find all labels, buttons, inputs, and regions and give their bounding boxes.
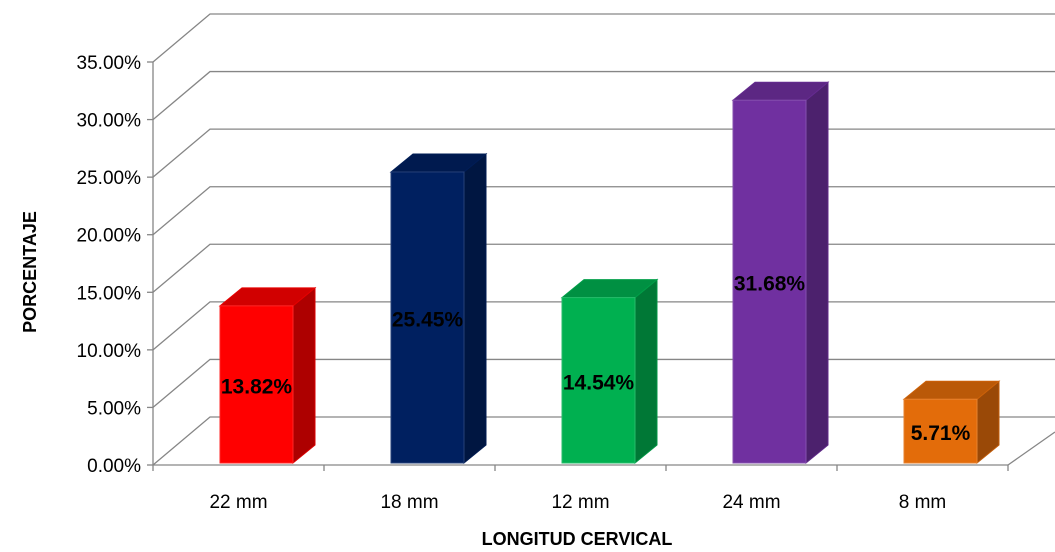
bar-18-mm: [389, 152, 488, 465]
bar-side: [634, 278, 658, 465]
bar-front: [219, 305, 294, 464]
x-tick-label: 18 mm: [380, 492, 438, 513]
bar-24-mm: [731, 81, 830, 465]
bar-8-mm: [902, 380, 1001, 465]
gridline: [152, 128, 1055, 178]
gridline: [152, 186, 1055, 236]
y-tick-label: 35.00%: [77, 53, 142, 74]
gridline: [152, 70, 1055, 121]
x-tick-label: 8 mm: [899, 492, 947, 513]
axes: [147, 61, 1055, 471]
x-tick-label: 12 mm: [551, 492, 609, 513]
x-axis-title: LONGITUD CERVICAL: [482, 529, 673, 549]
bars: [218, 81, 1001, 465]
bar-front: [390, 171, 465, 464]
data-labels: 13.82% 25.45% 14.54% 31.68% 5.71%: [221, 273, 971, 446]
bar-side: [292, 286, 316, 465]
x-tick-label: 24 mm: [722, 492, 780, 513]
y-tick-label: 25.00%: [77, 168, 142, 189]
data-label: 13.82%: [221, 375, 293, 398]
data-label: 14.54%: [563, 371, 635, 394]
data-label: 5.71%: [911, 422, 971, 445]
y-tick-label: 5.00%: [87, 398, 141, 419]
x-tick-label: 22 mm: [209, 492, 267, 513]
data-label: 25.45%: [392, 308, 464, 331]
bar-side: [805, 81, 829, 465]
y-tick-label: 0.00%: [87, 456, 141, 477]
bar-side: [463, 152, 487, 465]
floor-edge: [1007, 431, 1055, 466]
data-label: 31.68%: [734, 273, 806, 296]
y-tick-label: 15.00%: [77, 283, 142, 304]
y-tick-label: 30.00%: [77, 111, 142, 132]
bar-front: [732, 99, 807, 464]
bar-12-mm: [560, 278, 659, 465]
gridline: [152, 13, 1055, 63]
bar-front: [561, 297, 636, 464]
y-tick-label: 10.00%: [77, 341, 142, 362]
bar-front: [903, 398, 978, 464]
tick-labels: 0.00% 5.00% 10.00% 15.00% 20.00% 25.00% 30.00%…: [77, 53, 947, 513]
gridlines: [152, 13, 1055, 466]
bar-22-mm: [218, 286, 317, 465]
y-axis-title: PORCENTAJE: [20, 211, 40, 333]
y-tick-label: 20.00%: [77, 226, 142, 247]
